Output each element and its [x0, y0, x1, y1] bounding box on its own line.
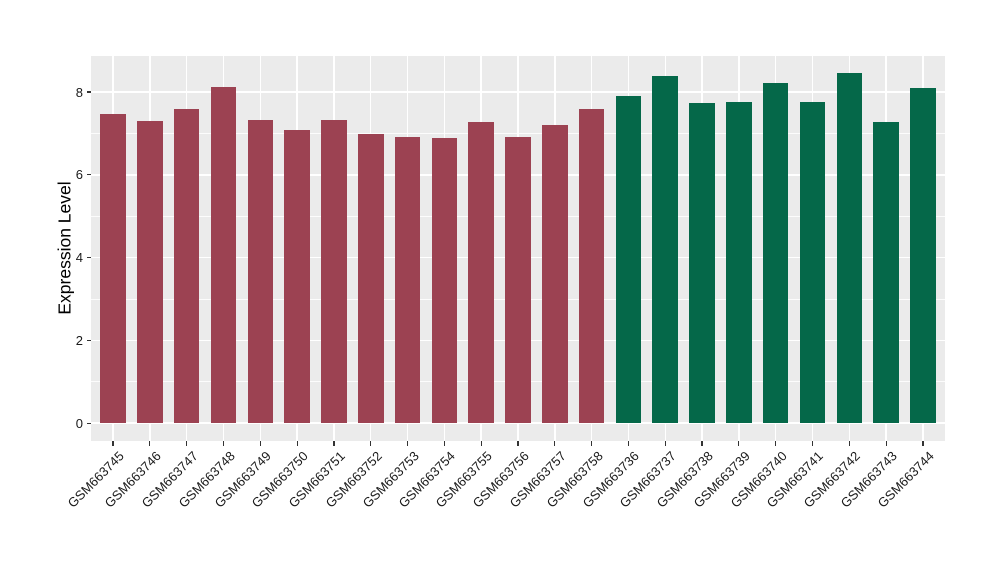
x-tick-mark [627, 441, 630, 446]
bar-GSM663737 [652, 75, 678, 424]
x-tick-mark [112, 441, 114, 446]
x-tick-mark [885, 441, 887, 446]
y-tick-mark [86, 257, 91, 259]
y-tick-mark [86, 339, 91, 341]
gridline-minor [91, 132, 945, 134]
bar-GSM663743 [873, 122, 899, 424]
x-tick-mark [517, 441, 519, 446]
bar-GSM663758 [578, 108, 605, 424]
x-tick-mark [738, 441, 740, 446]
bar-GSM663751 [321, 120, 347, 424]
bar-GSM663742 [836, 73, 863, 424]
bar-GSM663755 [468, 122, 494, 424]
bar-GSM663745 [100, 113, 126, 424]
y-tick-label: 0 [75, 415, 83, 431]
x-tick-mark [848, 441, 850, 446]
x-tick-mark [701, 441, 703, 446]
x-tick-mark [222, 441, 225, 446]
bar-GSM663748 [210, 87, 237, 424]
bar-GSM663741 [799, 101, 826, 424]
bar-GSM663753 [394, 136, 421, 424]
bar-GSM663752 [358, 133, 384, 424]
x-tick-mark [664, 441, 666, 446]
x-tick-mark [333, 441, 335, 446]
bar-GSM663740 [762, 82, 789, 424]
x-tick-mark [554, 441, 556, 446]
y-tick-mark [86, 91, 91, 93]
x-tick-mark [259, 441, 261, 446]
x-tick-mark [186, 441, 188, 446]
bar-GSM663747 [173, 108, 200, 424]
gridline-major [91, 422, 945, 424]
bar-GSM663749 [247, 119, 274, 424]
x-tick-mark [480, 441, 482, 446]
bar-GSM663756 [505, 137, 531, 424]
x-tick-mark [296, 441, 298, 446]
bar-GSM663744 [910, 88, 936, 424]
gridline-major [91, 91, 945, 93]
y-tick-label: 8 [75, 84, 83, 100]
x-tick-mark [922, 441, 924, 446]
bar-GSM663736 [615, 96, 642, 424]
y-tick-mark [86, 422, 91, 424]
bar-GSM663739 [726, 101, 752, 424]
x-tick-mark [370, 441, 372, 446]
y-tick-label: 2 [75, 332, 83, 348]
bar-GSM663750 [284, 129, 310, 424]
y-tick-label: 6 [75, 167, 83, 183]
x-tick-mark [775, 441, 777, 446]
y-tick-label: 4 [75, 250, 83, 266]
x-tick-mark [149, 441, 151, 446]
x-tick-mark [591, 441, 593, 446]
bar-GSM663757 [542, 125, 568, 424]
y-tick-mark [86, 174, 91, 176]
bar-GSM663754 [431, 137, 458, 424]
x-tick-mark [406, 441, 409, 446]
bar-GSM663746 [137, 121, 163, 424]
x-tick-mark [811, 441, 814, 446]
x-tick-mark [443, 441, 445, 446]
bar-GSM663738 [689, 103, 715, 424]
